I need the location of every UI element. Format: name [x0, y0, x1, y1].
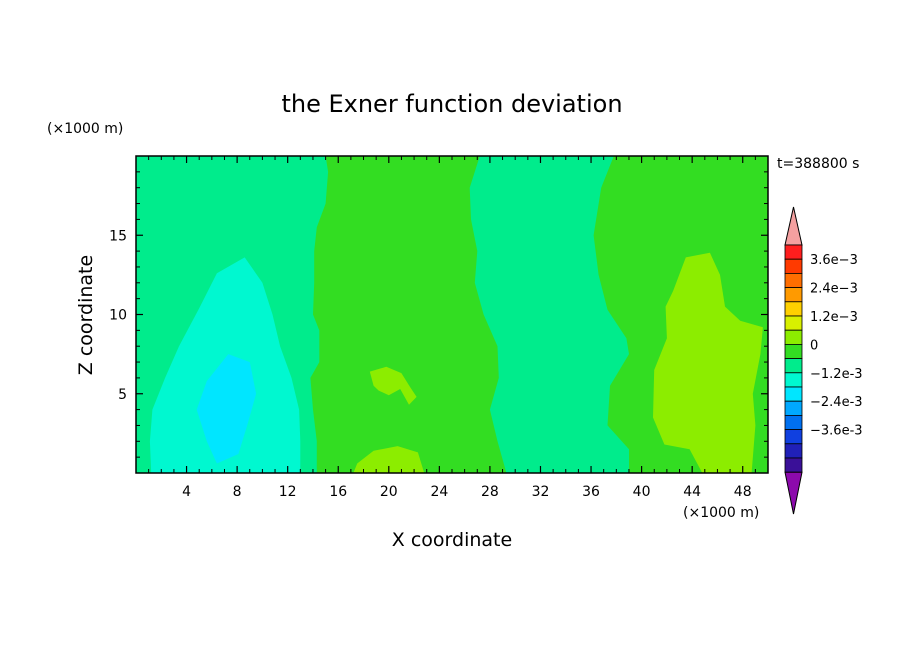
y-tick-label: 15	[109, 228, 127, 244]
colorbar-label: 3.6e−3	[810, 253, 858, 268]
contour-region-middle-bottom-patch	[353, 446, 425, 473]
contour-region-right-patch	[653, 252, 763, 473]
x-tick-label: 8	[233, 484, 242, 500]
y-axis-ticks: 5 10 15	[109, 171, 768, 458]
colorbar: 3.6e−3 2.4e−3 1.2e−3 0 −1.2e-3 −2.4e-3 −3.6e-3	[784, 206, 863, 515]
colorbar-swatch	[784, 301, 803, 317]
colorbar-swatch	[784, 272, 803, 288]
x-tick-label: 48	[734, 484, 752, 500]
x-axis-ticks: 4 8 12 16 20 24 28 32 36 40 44 48	[148, 156, 756, 500]
colorbar-label: −1.2e-3	[810, 367, 863, 382]
colorbar-swatch	[784, 372, 803, 388]
x-unit-label: (×1000 m)	[683, 505, 759, 521]
y-unit-label: (×1000 m)	[47, 121, 123, 137]
colorbar-swatch	[784, 258, 803, 274]
colorbar-label: −2.4e-3	[810, 395, 863, 410]
colorbar-label: −3.6e-3	[810, 424, 863, 439]
x-tick-label: 32	[532, 484, 550, 500]
x-tick-label: 24	[430, 484, 448, 500]
contour-region-middle-speck	[369, 366, 417, 405]
x-tick-label: 44	[683, 484, 701, 500]
colorbar-over-triangle	[784, 206, 803, 246]
contour-region-left-core	[196, 354, 257, 464]
x-tick-label: 36	[582, 484, 600, 500]
y-tick-label: 5	[118, 387, 127, 403]
colorbar-swatch	[784, 244, 803, 260]
colorbar-label: 1.2e−3	[810, 310, 858, 325]
x-tick-label: 16	[329, 484, 347, 500]
colorbar-swatch	[784, 443, 803, 459]
colorbar-swatch	[784, 429, 803, 445]
x-tick-label: 12	[279, 484, 297, 500]
colorbar-swatch	[784, 400, 803, 416]
x-tick-label: 28	[481, 484, 499, 500]
colorbar-under-triangle	[784, 471, 803, 515]
y-axis-label: Z coordinate	[75, 255, 97, 375]
x-tick-label: 20	[380, 484, 398, 500]
y-tick-label: 10	[109, 308, 127, 324]
x-axis-label: X coordinate	[392, 529, 512, 551]
time-label: t=388800 s	[777, 156, 859, 172]
colorbar-swatch	[784, 386, 803, 402]
colorbar-swatch	[784, 343, 803, 359]
colorbar-swatch	[784, 414, 803, 430]
contour-region-middle-band	[469, 156, 629, 473]
colorbar-swatch	[784, 329, 803, 345]
x-tick-label: 4	[182, 484, 191, 500]
colorbar-label: 0	[810, 338, 818, 353]
chart-title: the Exner function deviation	[281, 90, 622, 118]
colorbar-swatch	[784, 315, 803, 331]
colorbar-label: 2.4e−3	[810, 282, 858, 297]
colorbar-swatch	[784, 457, 803, 473]
colorbar-swatch	[784, 358, 803, 374]
colorbar-swatch	[784, 287, 803, 303]
x-tick-label: 40	[633, 484, 651, 500]
contour-regions	[136, 156, 768, 473]
